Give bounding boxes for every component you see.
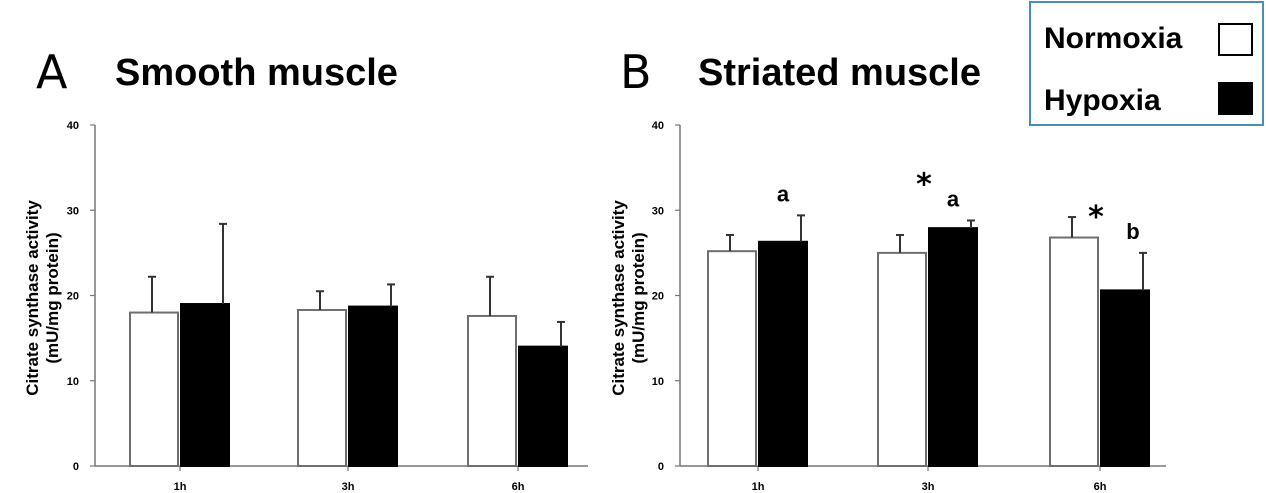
- panel-a-plot: 0 10 20 30 40 1h 3h 6h: [67, 120, 588, 493]
- panel-a-bar-hypoxia: [180, 303, 230, 467]
- panel-b-xtick-label: 1h: [752, 481, 765, 493]
- panel-a-ytick-label: 30: [67, 205, 79, 217]
- panel-b-bar-hypoxia: [928, 227, 978, 467]
- panel-a-ytick-label: 0: [73, 461, 79, 473]
- panel-b-ylabel: Citrate synthase activity (mU/mg protein…: [609, 200, 648, 396]
- legend-swatch-normoxia: [1218, 23, 1253, 56]
- panel-b-bar-hypoxia: [758, 240, 808, 467]
- panel-a-ylabel: Citrate synthase activity (mU/mg protein…: [23, 200, 62, 396]
- panel-b-bar-normoxia: [877, 251, 927, 467]
- panel-a-bar-hypoxia: [518, 345, 568, 467]
- panel-b-ytick-label: 40: [652, 120, 664, 132]
- panel-a-xtick-label: 6h: [512, 481, 525, 493]
- panel-b-significance-letter: b: [1126, 219, 1139, 244]
- panel-b-ytick-label: 30: [652, 205, 664, 217]
- panel-b-letter: B: [620, 45, 652, 99]
- panel-a-bar-normoxia: [467, 314, 517, 467]
- panel-b-bar-normoxia: [1049, 236, 1099, 467]
- legend-swatch-hypoxia: [1218, 82, 1253, 115]
- panel-b-title: Striated muscle: [698, 52, 981, 94]
- panel-a-ylabel-line1: Citrate synthase activity: [23, 200, 42, 396]
- panel-a-ytick-label: 40: [67, 120, 79, 132]
- panel-b-ylabel-line1: Citrate synthase activity: [609, 200, 628, 396]
- panel-a-bar-normoxia: [297, 308, 347, 467]
- legend-label-hypoxia: Hypoxia: [1044, 84, 1161, 117]
- panel-b-significance-letter: a: [777, 181, 790, 206]
- panel-b-plot: 0 10 20 30 40 1h 3h 6h a a * b *: [652, 120, 1166, 493]
- panel-a-xtick-label: 3h: [342, 481, 355, 493]
- panel-b-significance-star: *: [916, 167, 932, 202]
- panel-b-ytick-label: 0: [658, 461, 664, 473]
- panel-b-xtick-label: 3h: [922, 481, 935, 493]
- legend-label-normoxia: Normoxia: [1044, 22, 1183, 55]
- panel-b-ytick-label: 10: [652, 376, 664, 388]
- panel-b-ylabel-line2: (mU/mg protein): [629, 232, 648, 363]
- panel-b-xtick-label: 6h: [1094, 481, 1107, 493]
- panel-b-bar-normoxia: [707, 250, 757, 467]
- panel-b-ytick-label: 20: [652, 291, 664, 303]
- panel-b-bar-hypoxia: [1100, 289, 1150, 468]
- legend: Normoxia Hypoxia: [1029, 1, 1264, 126]
- panel-b-significance-star: *: [1088, 200, 1104, 235]
- panel-a-title: Smooth muscle: [115, 52, 398, 94]
- panel-a-letter: A: [36, 45, 68, 99]
- panel-a-ytick-label: 20: [67, 291, 79, 303]
- panel-a-ylabel-line2: (mU/mg protein): [43, 232, 62, 363]
- panel-a-bar-normoxia: [129, 311, 179, 467]
- panel-b-significance-letter: a: [947, 186, 960, 211]
- panel-a-xtick-label: 1h: [174, 481, 187, 493]
- panel-a-ytick-label: 10: [67, 376, 79, 388]
- panel-a-bar-hypoxia: [348, 305, 398, 467]
